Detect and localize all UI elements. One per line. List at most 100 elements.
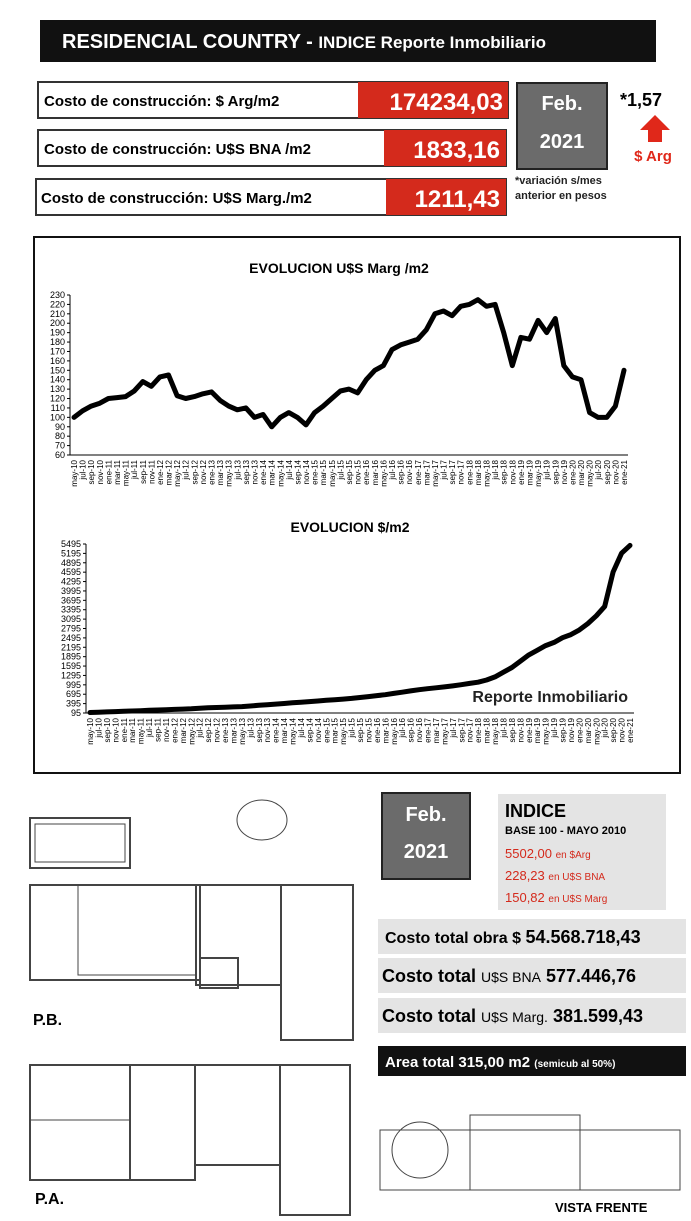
y-tick-label: 4895 [61, 558, 81, 568]
total-value: 54.568.718,43 [525, 927, 640, 947]
date-box [516, 82, 608, 170]
x-tick-label: may-20 [592, 717, 601, 744]
x-tick-label: nov-13 [263, 717, 272, 742]
x-tick-label: jul-15 [348, 717, 357, 738]
cost-value: 1833,16 [413, 137, 500, 164]
cost-value-box [384, 130, 506, 166]
cost-value-box [386, 179, 506, 215]
total-box [378, 958, 686, 993]
y-tick-label: 60 [55, 450, 65, 460]
front-tree [391, 1121, 449, 1179]
variation-value: *1,57 [620, 90, 662, 110]
x-tick-label: mar-17 [432, 717, 441, 743]
x-tick-label: ene-16 [373, 717, 382, 742]
cost-label: Costo de construcción: $ Arg/m2 [44, 93, 279, 110]
plan-label: P.B. [33, 1012, 62, 1029]
total-line: Costo total U$S BNA 577.446,76 [382, 966, 636, 986]
header-title: RESIDENCIAL COUNTRY - INDICE Reporte Inm… [62, 31, 546, 53]
x-tick-label: mar-14 [268, 459, 277, 485]
x-tick-label: jul-17 [449, 717, 458, 738]
x-tick-label: may-12 [173, 459, 182, 486]
x-tick-label: nov-11 [162, 717, 171, 741]
index-unit: en $Arg [556, 850, 591, 861]
x-tick-label: mar-16 [371, 459, 380, 485]
x-tick-label: sep-15 [345, 459, 354, 484]
x-tick-label: jul-14 [297, 717, 306, 738]
y-tick-label: 170 [50, 346, 65, 356]
chart-title: EVOLUCION $/m2 [290, 519, 409, 535]
x-tick-label: ene-15 [311, 459, 320, 484]
x-tick-label: jul-15 [336, 459, 345, 480]
x-tick-label: nov-15 [364, 717, 373, 742]
x-tick-label: sep-13 [242, 459, 251, 484]
date-month: Feb. [405, 804, 446, 826]
x-tick-label: nov-19 [567, 717, 576, 742]
y-tick-label: 180 [50, 337, 65, 347]
x-tick-label: sep-13 [255, 717, 264, 742]
x-tick-label: ene-18 [474, 717, 483, 742]
x-tick-label: mar-19 [533, 717, 542, 743]
x-tick-label: sep-16 [407, 717, 416, 742]
x-tick-label: jul-14 [285, 459, 294, 480]
x-tick-label: sep-12 [190, 459, 199, 484]
y-tick-label: 3095 [61, 614, 81, 624]
area-label: Area total [385, 1054, 454, 1071]
x-tick-label: mar-12 [179, 717, 188, 743]
x-tick-label: may-16 [379, 459, 388, 486]
y-tick-label: 150 [50, 365, 65, 375]
x-tick-label: may-17 [431, 459, 440, 486]
index-line: 228,23 en U$S BNA [505, 868, 605, 883]
y-tick-label: 995 [66, 680, 81, 690]
cost-value-box [358, 82, 508, 118]
x-tick-label: mar-14 [280, 717, 289, 743]
area-bar [378, 1046, 686, 1076]
x-tick-label: nov-14 [314, 717, 323, 742]
x-tick-label: ene-21 [620, 459, 629, 484]
x-tick-label: jul-17 [440, 459, 449, 480]
cost-value: 174234,03 [390, 89, 503, 116]
chart-frame [33, 236, 681, 774]
x-tick-label: mar-20 [584, 717, 593, 743]
total-line: Costo total U$S Marg. 381.599,43 [382, 1006, 643, 1026]
x-tick-label: nov-13 [250, 459, 259, 484]
x-tick-label: may-18 [491, 717, 500, 744]
x-tick-label: sep-12 [204, 717, 213, 742]
y-tick-label: 220 [50, 299, 65, 309]
x-tick-label: mar-17 [422, 459, 431, 485]
front-volume [469, 1114, 581, 1191]
x-tick-label: sep-19 [551, 459, 560, 484]
pool-inner [34, 823, 126, 863]
variation-note: anterior en pesos [515, 190, 607, 202]
y-tick-label: 2495 [61, 633, 81, 643]
index-title: INDICE [505, 801, 566, 821]
x-tick-label: sep-14 [305, 717, 314, 742]
x-tick-label: nov-18 [508, 459, 517, 484]
x-tick-label: may-11 [137, 717, 146, 744]
y-tick-label: 110 [51, 403, 65, 413]
x-tick-label: jul-11 [145, 717, 154, 738]
y-tick-label: 210 [50, 309, 65, 319]
variation-note: *variación s/mes [515, 175, 602, 187]
x-tick-label: may-13 [225, 459, 234, 486]
total-unit: U$S BNA [481, 969, 542, 985]
x-tick-label: may-15 [339, 717, 348, 744]
x-tick-label: sep-11 [154, 717, 163, 741]
x-tick-label: mar-12 [165, 459, 174, 485]
y-tick-label: 80 [55, 431, 65, 441]
x-tick-label: nov-16 [405, 459, 414, 484]
total-unit: U$S Marg. [481, 1009, 548, 1025]
y-tick-label: 5195 [61, 548, 81, 558]
y-tick-label: 3695 [61, 595, 81, 605]
x-tick-label: may-13 [238, 717, 247, 744]
x-tick-label: nov-20 [611, 459, 620, 484]
x-tick-label: nov-16 [415, 717, 424, 742]
x-tick-label: jul-13 [233, 459, 242, 480]
x-tick-label: sep-20 [609, 717, 618, 742]
x-tick-label: mar-15 [319, 459, 328, 485]
y-tick-label: 4595 [61, 567, 81, 577]
annotation: Reporte Inmobiliario [472, 689, 628, 706]
total-value: 381.599,43 [553, 1006, 643, 1026]
plan-room [280, 884, 354, 1041]
x-tick-label: nov-12 [199, 459, 208, 484]
charts: EVOLUCION U$S Marg /m2607080901001101201… [50, 260, 635, 745]
